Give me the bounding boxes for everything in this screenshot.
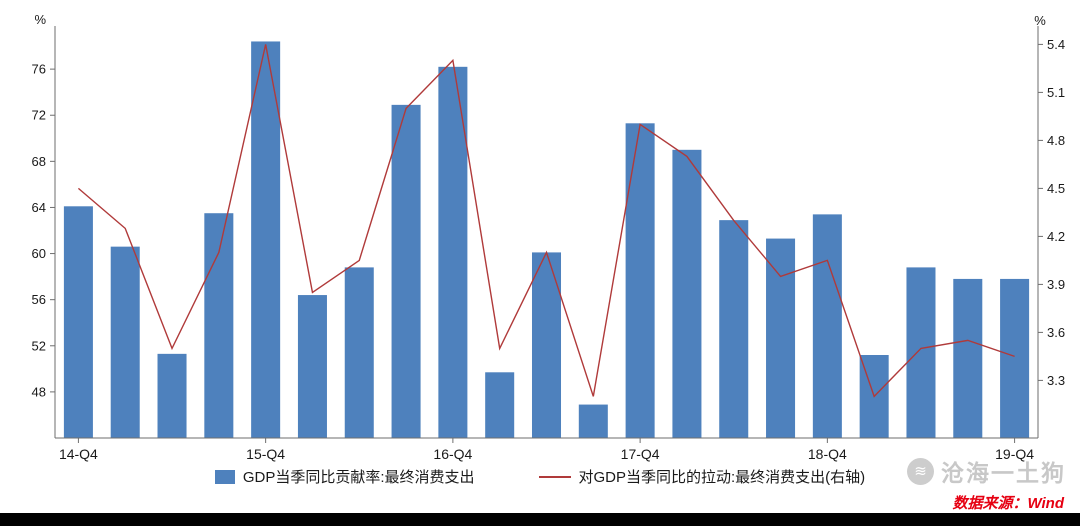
- line-series: [77, 44, 1015, 398]
- svg-text:56: 56: [32, 292, 46, 307]
- svg-text:18-Q4: 18-Q4: [808, 446, 847, 462]
- svg-text:60: 60: [32, 246, 46, 261]
- svg-text:68: 68: [32, 154, 46, 169]
- right-axis-ticks: 3.3 3.6 3.9 4.2 4.5 4.8 5.1 5.4%: [1034, 13, 1065, 388]
- svg-text:16-Q4: 16-Q4: [433, 446, 472, 462]
- svg-text:3.3: 3.3: [1047, 373, 1065, 388]
- bar-series-swatch: [214, 469, 235, 484]
- svg-text:3.9: 3.9: [1047, 277, 1065, 292]
- svg-text:5.1: 5.1: [1047, 85, 1065, 100]
- legend-item-bar-series: GDP当季同比贡献率:最终消费支出: [214, 466, 475, 487]
- svg-text:19-Q4: 19-Q4: [995, 446, 1034, 462]
- line-series-swatch: [538, 475, 571, 478]
- svg-text:52: 52: [32, 338, 46, 353]
- svg-text:17-Q4: 17-Q4: [621, 446, 660, 462]
- svg-text:5.4: 5.4: [1047, 37, 1065, 52]
- axes: [54, 26, 1039, 439]
- left-axis-unit: %: [34, 12, 46, 27]
- bar-series: [63, 41, 1030, 439]
- bottom-black-bar: [0, 513, 1080, 526]
- svg-text:4.2: 4.2: [1047, 229, 1065, 244]
- legend-item-line-series: 对GDP当季同比的拉动:最终消费支出(右轴): [538, 466, 866, 487]
- svg-text:76: 76: [32, 62, 46, 77]
- line-series-label: 对GDP当季同比的拉动:最终消费支出(右轴): [578, 469, 866, 486]
- svg-text:4.5: 4.5: [1047, 181, 1065, 196]
- left-axis-ticks: 48 52 56 60 64 68 72 76%: [32, 12, 55, 399]
- right-axis-unit: %: [1034, 13, 1046, 28]
- svg-text:48: 48: [32, 384, 46, 399]
- bar-series-label: GDP当季同比贡献率:最终消费支出: [242, 469, 475, 486]
- x-axis-labels: 14-Q4 15-Q4 16-Q4 17-Q4 18-Q4 19-Q4: [59, 438, 1034, 462]
- data-source-note: 数据来源：Wind: [952, 495, 1064, 512]
- svg-text:64: 64: [32, 200, 46, 215]
- svg-text:14-Q4: 14-Q4: [59, 446, 98, 462]
- svg-text:4.8: 4.8: [1047, 133, 1065, 148]
- chart-legend: GDP当季同比贡献率:最终消费支出 对GDP当季同比的拉动:最终消费支出(右轴): [0, 466, 1080, 487]
- svg-text:15-Q4: 15-Q4: [246, 446, 285, 462]
- svg-text:72: 72: [32, 108, 46, 123]
- svg-text:3.6: 3.6: [1047, 325, 1065, 340]
